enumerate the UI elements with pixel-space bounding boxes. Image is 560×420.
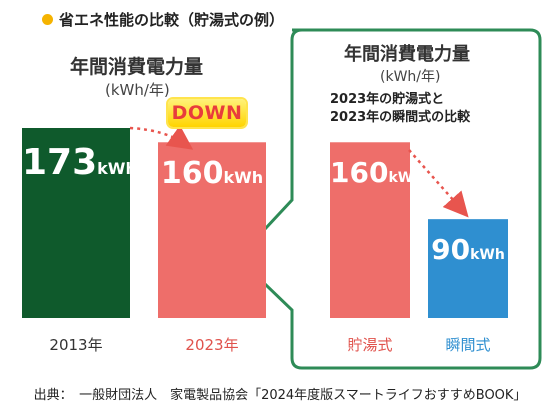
category-label-0-1: 2023年 — [185, 336, 239, 354]
data-label-0-1: 160kWh — [160, 156, 264, 192]
chart-title: 省エネ性能の比較（貯湯式の例） — [59, 10, 285, 29]
bar-1-0 — [330, 142, 410, 318]
left-heading: 年間消費電力量 — [70, 56, 204, 78]
bar-1-1 — [428, 219, 508, 318]
bullet-icon — [42, 13, 53, 25]
source-note: 出典： 一般財団法人 家電製品協会「2024年度版スマートライフおすすめBOOK… — [33, 388, 527, 403]
bar-0-0 — [22, 128, 130, 318]
down-badge: DOWN — [168, 99, 246, 127]
right-unit: (kWh/年) — [380, 69, 441, 85]
right-note-line2: 2023年の瞬間式の比較 — [330, 110, 471, 125]
category-label-1-1: 瞬間式 — [445, 336, 491, 354]
data-label-0-0: 173kWh — [22, 142, 137, 183]
title-row: 省エネ性能の比較（貯湯式の例） — [42, 8, 284, 30]
data-label-1-1: 90kWh — [431, 233, 505, 267]
category-label-0-0: 2013年 — [49, 336, 103, 354]
left-unit: (kWh/年) — [105, 81, 170, 99]
category-label-1-0: 貯湯式 — [347, 336, 393, 354]
down-arrow-left — [129, 125, 194, 150]
data-label-1-0: 160kWh — [330, 156, 424, 190]
bar-0-1 — [158, 142, 266, 318]
right-heading: 年間消費電力量 — [344, 44, 470, 65]
right-note-line1: 2023年の貯湯式と — [330, 92, 445, 107]
